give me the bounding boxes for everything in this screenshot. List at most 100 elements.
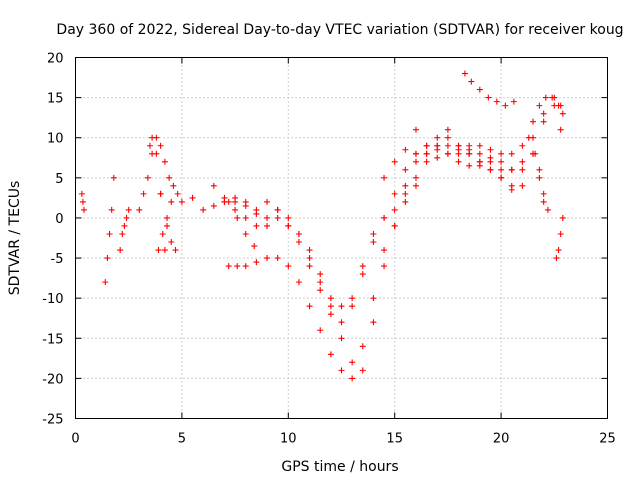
data-point bbox=[381, 263, 388, 270]
data-point bbox=[264, 222, 271, 229]
data-point bbox=[498, 150, 505, 157]
data-point bbox=[444, 142, 451, 149]
data-point bbox=[136, 206, 143, 213]
series-arc-03 bbox=[117, 206, 132, 254]
data-point bbox=[444, 126, 451, 133]
series-arc-11 bbox=[225, 142, 547, 382]
data-point bbox=[498, 166, 505, 173]
series-arc-12 bbox=[381, 134, 515, 181]
data-point bbox=[487, 154, 494, 161]
series-arc-08 bbox=[210, 102, 564, 326]
data-point bbox=[327, 295, 334, 302]
data-point bbox=[338, 367, 345, 374]
data-point bbox=[498, 158, 505, 165]
data-point bbox=[170, 182, 177, 189]
data-point bbox=[544, 206, 551, 213]
data-point bbox=[391, 190, 398, 197]
data-point bbox=[338, 319, 345, 326]
axis-ticks bbox=[75, 57, 608, 419]
data-point bbox=[200, 206, 207, 213]
data-point bbox=[285, 222, 292, 229]
data-point bbox=[455, 142, 462, 149]
data-point bbox=[349, 303, 356, 310]
data-point bbox=[327, 303, 334, 310]
data-point bbox=[78, 190, 85, 197]
data-point bbox=[210, 202, 217, 209]
data-point bbox=[402, 182, 409, 189]
data-point bbox=[159, 230, 166, 237]
x-tick-labels: 0 5 10 15 20 25 bbox=[71, 432, 615, 447]
data-point bbox=[264, 198, 271, 205]
data-point bbox=[155, 247, 162, 254]
data-point bbox=[476, 158, 483, 165]
data-point bbox=[412, 174, 419, 181]
y-tick-label: 10 bbox=[47, 132, 64, 147]
data-point bbox=[502, 102, 509, 109]
data-point bbox=[161, 158, 168, 165]
data-point bbox=[338, 335, 345, 342]
series-arc-17 bbox=[553, 214, 566, 262]
data-point bbox=[359, 263, 366, 270]
x-tick-label: 10 bbox=[280, 432, 297, 447]
data-point bbox=[370, 230, 377, 237]
data-point bbox=[317, 287, 324, 294]
data-point bbox=[81, 206, 88, 213]
data-point bbox=[553, 255, 560, 262]
data-point bbox=[79, 198, 86, 205]
data-point bbox=[557, 126, 564, 133]
data-point bbox=[466, 162, 473, 169]
data-point bbox=[295, 230, 302, 237]
data-point bbox=[455, 158, 462, 165]
data-point bbox=[153, 150, 160, 157]
data-point bbox=[540, 118, 547, 125]
data-point bbox=[444, 150, 451, 157]
data-point bbox=[412, 158, 419, 165]
x-axis-title: GPS time / hours bbox=[281, 459, 398, 475]
y-tick-label: -15 bbox=[42, 332, 63, 347]
data-point bbox=[412, 126, 419, 133]
data-point bbox=[317, 279, 324, 286]
data-point bbox=[178, 198, 185, 205]
data-point bbox=[532, 150, 539, 157]
data-point bbox=[102, 279, 109, 286]
data-point bbox=[519, 158, 526, 165]
series-arc-15 bbox=[508, 134, 551, 213]
y-tick-label: -5 bbox=[51, 252, 64, 267]
data-point bbox=[370, 319, 377, 326]
data-point bbox=[349, 375, 356, 382]
series-arc-02 bbox=[102, 174, 117, 286]
data-point bbox=[306, 263, 313, 270]
data-point bbox=[104, 255, 111, 262]
data-point bbox=[225, 263, 232, 270]
x-tick-label: 25 bbox=[599, 432, 616, 447]
data-point bbox=[232, 206, 239, 213]
data-point bbox=[234, 263, 241, 270]
data-point bbox=[381, 214, 388, 221]
data-point bbox=[285, 263, 292, 270]
data-point bbox=[412, 150, 419, 157]
data-point bbox=[225, 198, 232, 205]
y-tick-label: 0 bbox=[55, 212, 63, 227]
data-point bbox=[549, 94, 556, 101]
data-point bbox=[121, 222, 128, 229]
data-point bbox=[476, 86, 483, 93]
chart-title: Day 360 of 2022, Sidereal Day-to-day VTE… bbox=[56, 22, 623, 38]
data-point bbox=[510, 98, 517, 105]
data-point bbox=[349, 295, 356, 302]
data-point bbox=[108, 206, 115, 213]
y-tick-label: -10 bbox=[42, 292, 63, 307]
data-point bbox=[157, 142, 164, 149]
y-axis-title: SDTVAR / TECUs bbox=[7, 181, 23, 296]
data-point bbox=[487, 146, 494, 153]
data-point bbox=[485, 94, 492, 101]
data-point bbox=[391, 222, 398, 229]
y-tick-labels: -25 -20 -15 -10 -5 0 5 10 15 20 bbox=[42, 52, 63, 428]
data-point bbox=[555, 102, 562, 109]
data-point bbox=[402, 198, 409, 205]
x-tick-label: 0 bbox=[71, 432, 79, 447]
data-point bbox=[461, 70, 468, 77]
data-point bbox=[555, 247, 562, 254]
data-point bbox=[161, 247, 168, 254]
data-point bbox=[402, 146, 409, 153]
